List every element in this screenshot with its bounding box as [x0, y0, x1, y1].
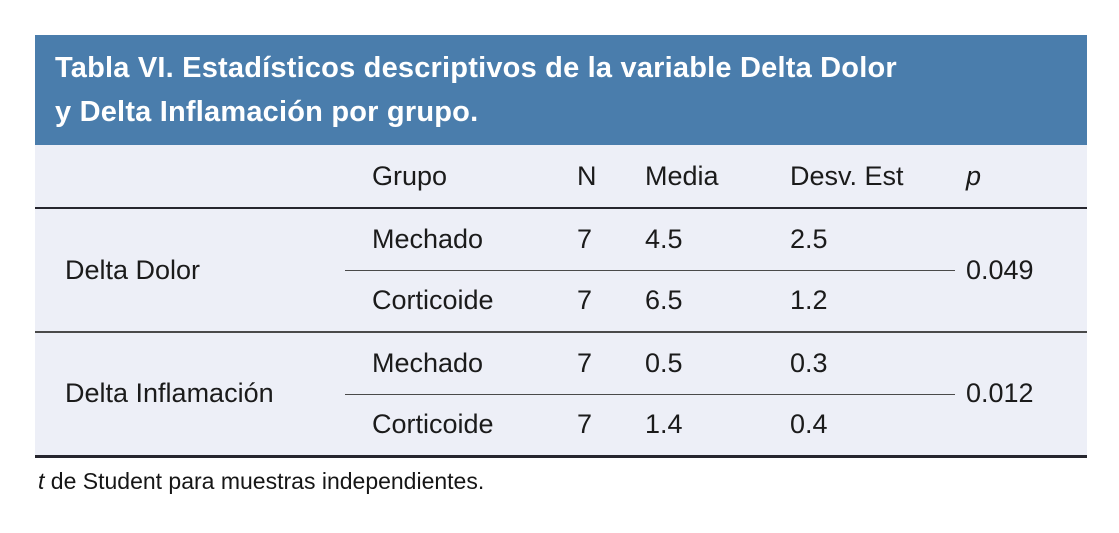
table-title-line-1: Tabla VI. Estadísticos descriptivos de l… [55, 52, 897, 84]
col-header-p: p [955, 145, 1087, 209]
desv-cell: 1.2 [775, 270, 955, 333]
table-title-bar: Tabla VI. Estadísticos descriptivos de l… [35, 35, 1087, 145]
desv-cell: 2.5 [775, 208, 955, 271]
table-footnote: t de Student para muestras independiente… [38, 468, 484, 495]
n-cell: 7 [577, 409, 593, 439]
media-cell: 4.5 [630, 208, 775, 271]
grupo-cell: Mechado [345, 332, 565, 395]
n-cell: 7 [565, 208, 630, 271]
grupo-cell: Corticoide [345, 270, 565, 333]
header-row: Grupo N Media Desv. Est p [35, 145, 1087, 209]
footnote-italic-t: t [38, 468, 45, 494]
stats-table: Grupo N Media Desv. Est p Delta Dolor Me… [35, 145, 1087, 458]
grupo-cell: Mechado [345, 208, 565, 271]
table-row-dolor-mechado: Delta Dolor Mechado 7 4.5 2.5 0.049 [35, 208, 1087, 333]
grupo-cell: Corticoide [372, 409, 494, 439]
desv-cell: 0.3 [775, 332, 955, 395]
p-value-cell-delta-dolor: 0.049 [955, 208, 1087, 333]
desv-cell: 0.4 [790, 409, 828, 439]
col-header-media: Media [630, 145, 775, 209]
footnote-text: de Student para muestras independientes. [44, 468, 485, 494]
variable-cell-delta-dolor: Delta Dolor [35, 208, 345, 333]
media-cell: 1.4 [645, 409, 683, 439]
col-header-variable [35, 145, 345, 209]
col-header-grupo: Grupo [345, 145, 565, 209]
col-header-desv-est: Desv. Est [775, 145, 955, 209]
variable-cell-delta-inflamacion: Delta Inflamación [65, 378, 274, 409]
p-value-cell-delta-inflamacion: 0.012 [966, 378, 1034, 409]
statistics-table-card: Tabla VI. Estadísticos descriptivos de l… [35, 35, 1087, 458]
col-header-n: N [565, 145, 630, 209]
n-cell: 7 [565, 270, 630, 333]
media-cell: 0.5 [630, 332, 775, 395]
table-row-inflamacion-mechado: Delta Inflamación Mechado 7 0.5 0.3 0.01… [35, 332, 1087, 408]
table-title-line-2: y Delta Inflamación por grupo. [55, 96, 479, 128]
n-cell: 7 [565, 332, 630, 395]
table-row-inflamacion-corticoide: Corticoide 7 1.4 0.4 [35, 394, 1087, 456]
table-row-dolor-corticoide: Corticoide 7 6.5 1.2 [35, 270, 1087, 333]
media-cell: 6.5 [630, 270, 775, 333]
